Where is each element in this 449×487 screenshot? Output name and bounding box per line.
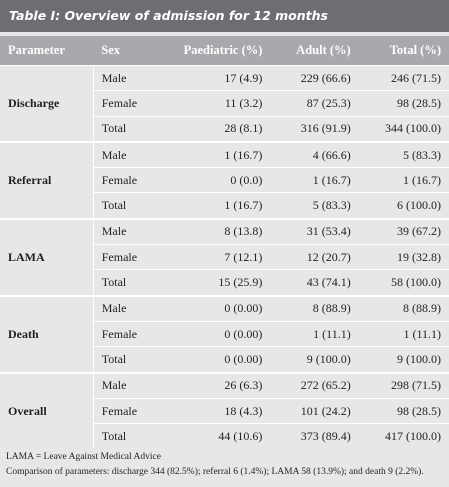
value-cell: 31 (53.4) [270, 217, 359, 245]
value-cell: 1 (16.7) [270, 167, 359, 193]
table-row: Female 7 (12.1) 12 (20.7) 19 (32.8) [0, 244, 449, 270]
parameter-cell: Overall [0, 371, 94, 449]
value-cell: 18 (4.3) [159, 397, 271, 424]
table-row: Referral Male 1 (16.7) 4 (66.6) 5 (83.3) [0, 140, 449, 219]
value-cell: 19 (32.8) [358, 244, 449, 270]
table-row: Female 11 (3.2) 87 (25.3) 98 (28.5) [0, 90, 449, 117]
footnote: Comparison of parameters: discharge 344 … [6, 467, 424, 477]
value-cell: 15 (25.9) [159, 269, 271, 296]
column-header: Sex [93, 36, 160, 66]
header-row: Parameter Sex Paediatric (%) Adult (%) Total… [0, 36, 449, 66]
value-cell: 0 (0.00) [159, 320, 271, 347]
value-cell: 6 (100.0) [358, 192, 449, 219]
value-cell: 0 (0.00) [159, 346, 271, 373]
value-cell: 4 (66.6) [270, 140, 359, 168]
table-row: Female 0 (0.0) 1 (16.7) 1 (16.7) [0, 167, 449, 193]
table-row: Total 44 (10.6) 373 (89.4) 417 (100.0) [0, 423, 449, 449]
value-cell: 43 (74.1) [270, 269, 359, 296]
value-cell: 39 (67.2) [358, 217, 449, 245]
value-cell: 298 (71.5) [358, 371, 449, 399]
table-body: Discharge Male 17 (4.9) 229 (66.6) 246 (71.5… [0, 64, 449, 449]
column-header: Total (%) [358, 36, 449, 66]
value-cell: 373 (89.4) [270, 423, 359, 449]
value-cell: 1 (16.7) [159, 192, 271, 219]
value-cell: 58 (100.0) [358, 269, 449, 296]
value-cell: 1 (11.1) [358, 320, 449, 347]
value-cell: 8 (88.9) [358, 294, 449, 322]
value-cell: 17 (4.9) [159, 64, 271, 91]
value-cell: 101 (24.2) [270, 397, 359, 424]
value-cell: 8 (13.8) [159, 217, 271, 245]
table-row: Discharge Male 17 (4.9) 229 (66.6) 246 (71.5… [0, 64, 449, 142]
value-cell: 417 (100.0) [358, 423, 449, 449]
sex-cell: Total [93, 346, 160, 373]
footnote: LAMA = Leave Against Medical Advice [6, 452, 161, 462]
value-cell: 1 (16.7) [358, 167, 449, 193]
value-cell: 246 (71.5) [358, 64, 449, 91]
value-cell: 9 (100.0) [270, 346, 359, 373]
sex-cell: Total [93, 192, 160, 219]
sex-cell: Male [93, 294, 160, 322]
sex-cell: Female [93, 320, 160, 347]
table-title: Table I: Overview of admission for 12 mo… [0, 0, 449, 32]
admission-table: Parameter Sex Paediatric (%) Adult (%) Total… [0, 36, 449, 449]
value-cell: 316 (91.9) [270, 115, 359, 142]
sex-cell: Male [93, 140, 160, 168]
value-cell: 8 (88.9) [270, 294, 359, 322]
value-cell: 1 (11.1) [270, 320, 359, 347]
parameter-cell: Death [0, 294, 94, 373]
value-cell: 26 (6.3) [159, 371, 271, 399]
parameter-cell: LAMA [0, 217, 94, 296]
value-cell: 28 (8.1) [159, 115, 271, 142]
sex-cell: Male [93, 217, 160, 245]
table-row: LAMA Male 8 (13.8) 31 (53.4) 39 (67.2) [0, 217, 449, 296]
value-cell: 44 (10.6) [159, 423, 271, 449]
value-cell: 1 (16.7) [159, 140, 271, 168]
value-cell: 9 (100.0) [358, 346, 449, 373]
sex-cell: Total [93, 269, 160, 296]
table-row: Overall Male 26 (6.3) 272 (65.2) 298 (71.5) [0, 371, 449, 449]
value-cell: 0 (0.00) [159, 294, 271, 322]
table-row: Total 1 (16.7) 5 (83.3) 6 (100.0) [0, 192, 449, 219]
parameter-cell: Referral [0, 140, 94, 219]
table-row: Female 0 (0.00) 1 (11.1) 1 (11.1) [0, 320, 449, 347]
value-cell: 11 (3.2) [159, 90, 271, 117]
sex-cell: Total [93, 423, 160, 449]
value-cell: 0 (0.0) [159, 167, 271, 193]
value-cell: 272 (65.2) [270, 371, 359, 399]
value-cell: 5 (83.3) [270, 192, 359, 219]
value-cell: 98 (28.5) [358, 397, 449, 424]
sex-cell: Female [93, 167, 160, 193]
column-header: Parameter [0, 36, 94, 66]
column-header: Paediatric (%) [159, 36, 271, 66]
table-row: Death Male 0 (0.00) 8 (88.9) 8 (88.9) [0, 294, 449, 373]
value-cell: 229 (66.6) [270, 64, 359, 91]
sex-cell: Male [93, 64, 160, 91]
value-cell: 12 (20.7) [270, 244, 359, 270]
sex-cell: Female [93, 244, 160, 270]
sex-cell: Female [93, 397, 160, 424]
value-cell: 7 (12.1) [159, 244, 271, 270]
sex-cell: Total [93, 115, 160, 142]
table-row: Total 28 (8.1) 316 (91.9) 344 (100.0) [0, 115, 449, 142]
value-cell: 344 (100.0) [358, 115, 449, 142]
sex-cell: Female [93, 90, 160, 117]
table-row: Female 18 (4.3) 101 (24.2) 98 (28.5) [0, 397, 449, 424]
sex-cell: Male [93, 371, 160, 399]
value-cell: 98 (28.5) [358, 90, 449, 117]
value-cell: 5 (83.3) [358, 140, 449, 168]
table-row: Total 0 (0.00) 9 (100.0) 9 (100.0) [0, 346, 449, 373]
column-header: Adult (%) [270, 36, 359, 66]
value-cell: 87 (25.3) [270, 90, 359, 117]
parameter-cell: Discharge [0, 64, 94, 142]
table-row: Total 15 (25.9) 43 (74.1) 58 (100.0) [0, 269, 449, 296]
